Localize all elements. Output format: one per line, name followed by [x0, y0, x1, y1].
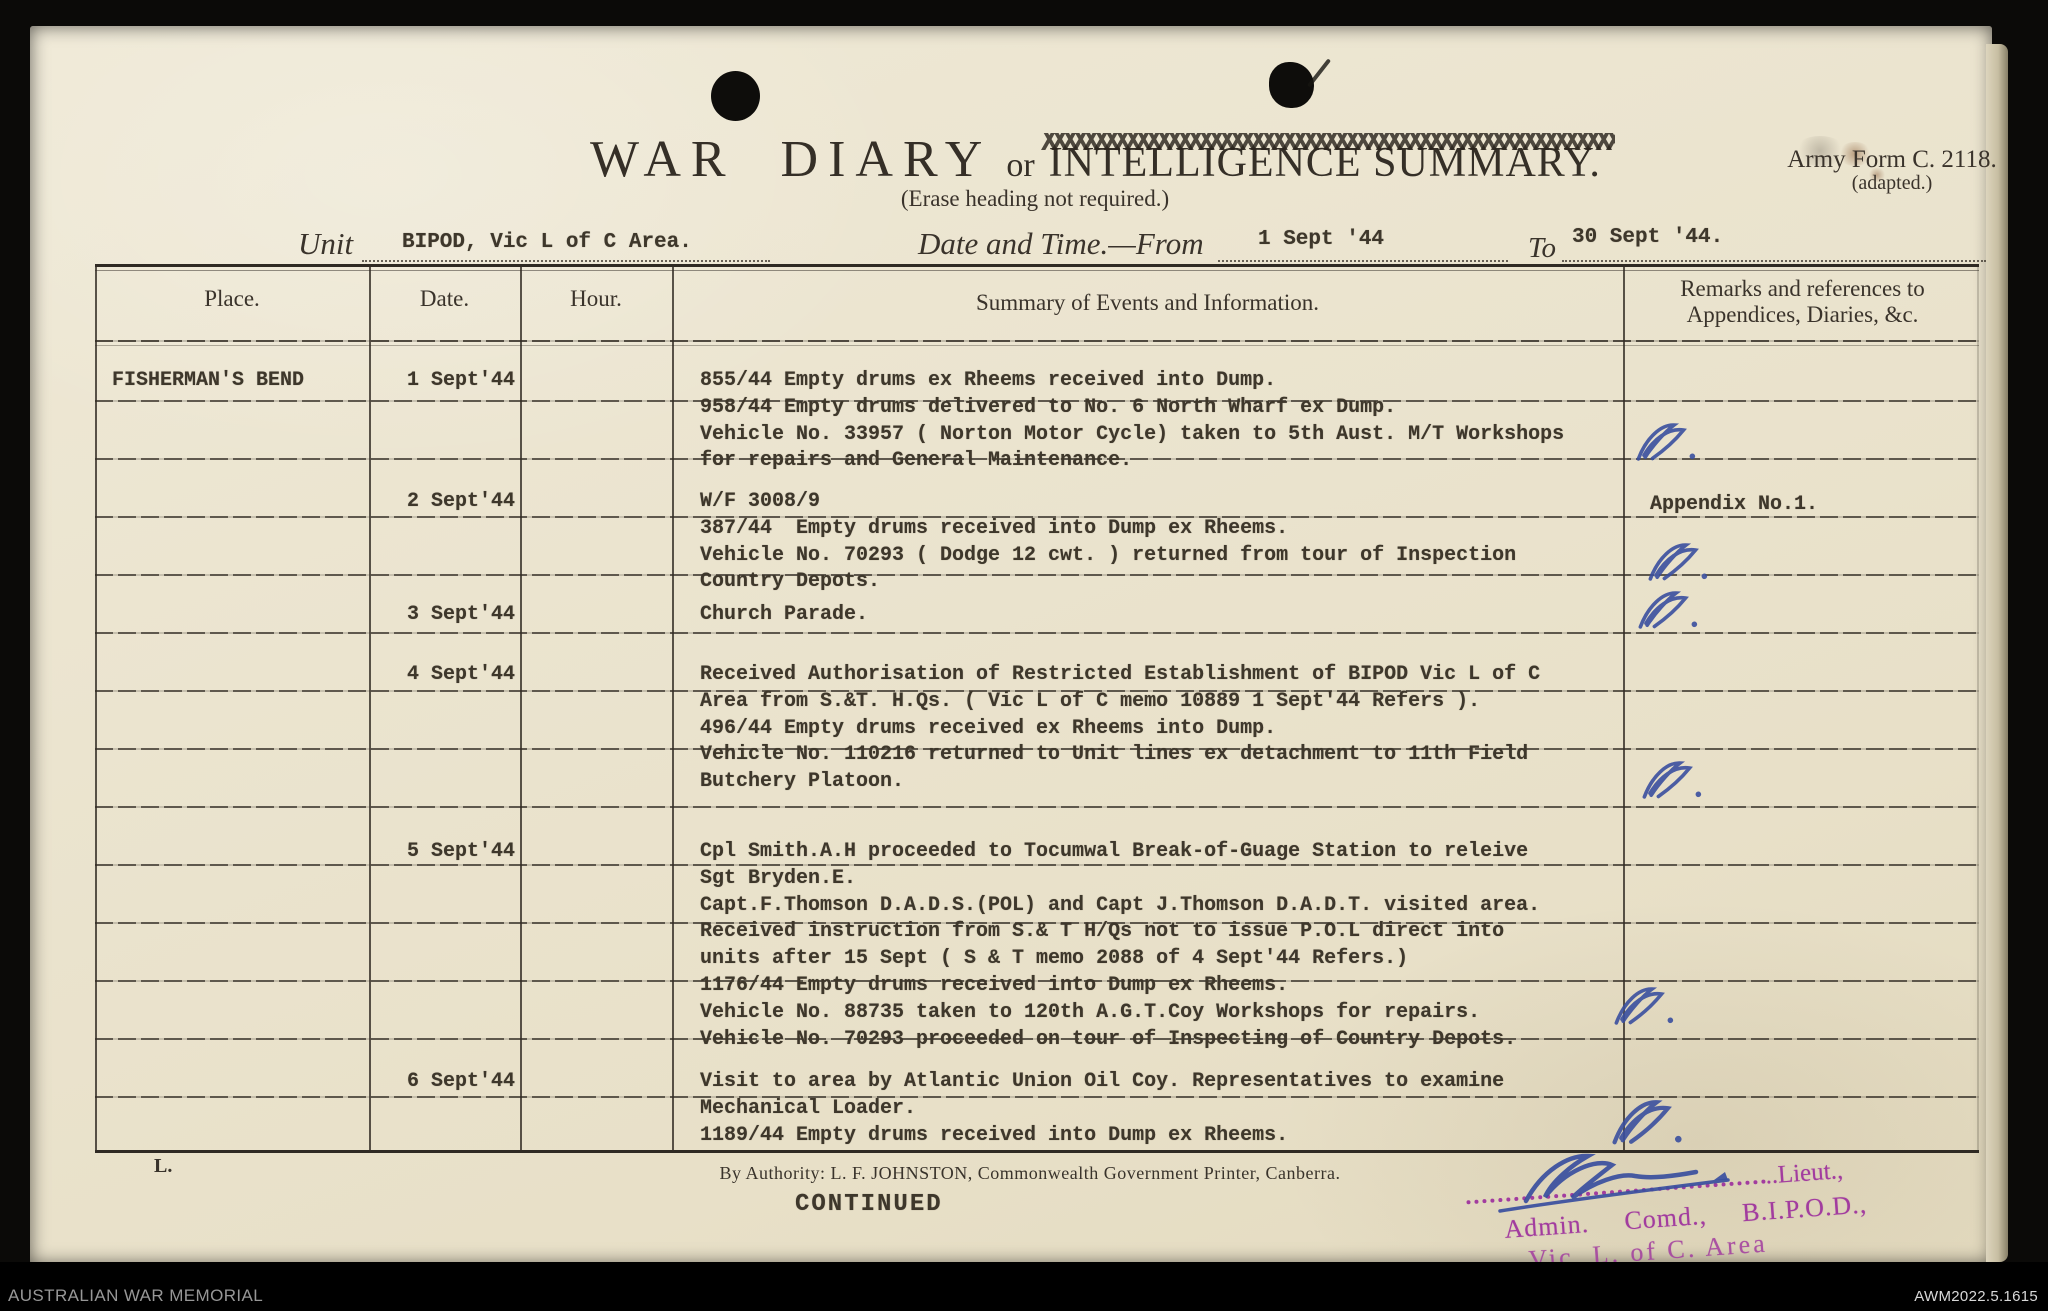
archive-bar: AUSTRALIAN WAR MEMORIAL AWM2022.5.1615	[0, 1262, 2048, 1311]
entry-line: Cpl Smith.A.H proceeded to Tocumwal Brea…	[700, 840, 1529, 863]
col-header-date: Date.	[419, 286, 470, 311]
ruled-line	[95, 806, 1979, 808]
entry-line: Vehicle No. 33957 ( Norton Motor Cycle) …	[700, 422, 1565, 446]
ruled-line	[95, 632, 1979, 634]
officer-signature	[1488, 1145, 1828, 1235]
entry-place: FISHERMAN'S BEND	[112, 369, 305, 392]
ruled-line	[95, 574, 1979, 576]
entry-remark: Appendix No.1.	[1650, 493, 1819, 516]
date-time-label: Date and Time.—From	[918, 226, 1204, 261]
form-title: WAR DIARY or INTELLIGENCE SUMMARY. XXXXX…	[590, 130, 1615, 189]
column-divider	[369, 264, 371, 1151]
header-separator-inner	[95, 345, 1979, 346]
entry-line: 1176/44 Empty drums received into Dump e…	[700, 974, 1289, 997]
entry-line: Mechanical Loader.	[700, 1096, 917, 1120]
ink-initials	[1632, 747, 1721, 809]
table-top-border	[95, 264, 1979, 267]
awm-id: AWM2022.5.1615	[1914, 1288, 2038, 1305]
entry-line: 958/44 Empty drums delivered to No. 6 No…	[700, 395, 1397, 419]
entry-line: Area from S.&T. H.Qs. ( Vic L of C memo …	[700, 689, 1481, 713]
entry-line: W/F 3008/9	[700, 490, 821, 513]
ruled-line	[95, 864, 1979, 866]
unit-dotted-rule	[362, 260, 770, 262]
punch-hole-left	[711, 71, 760, 121]
punch-hole-right	[1269, 62, 1314, 108]
awm-credit: AUSTRALIAN WAR MEMORIAL	[8, 1286, 264, 1305]
erase-heading-note: (Erase heading not required.)	[900, 186, 1170, 211]
ink-initials	[1638, 529, 1727, 591]
entry-line: Visit to area by Atlantic Union Oil Coy.…	[700, 1070, 1505, 1093]
ruled-line	[95, 1038, 1979, 1040]
entry-line: 1189/44 Empty drums received into Dump e…	[700, 1123, 1289, 1147]
ink-initials	[1626, 409, 1715, 471]
paper-edge-curl	[1986, 44, 2008, 1262]
ruled-line	[95, 748, 1979, 750]
entry-date: 5 Sept'44	[407, 840, 516, 863]
entry-line: Sgt Bryden.E.	[700, 866, 857, 890]
entry-line: Country Depots.	[700, 570, 881, 594]
entry-line: 387/44 Empty drums received into Dump ex…	[700, 516, 1289, 540]
unit-label: Unit	[298, 226, 354, 261]
entry-date: 1 Sept'44	[407, 369, 516, 392]
ink-initials	[1628, 577, 1717, 639]
unit-value: BIPOD, Vic L of C Area.	[402, 231, 692, 254]
ink-initials	[1600, 1084, 1705, 1158]
entry-line: units after 15 Sept ( S & T memo 2088 of…	[700, 947, 1409, 971]
entry-line: Church Parade.	[700, 603, 869, 626]
war-diary-page	[30, 26, 1992, 1264]
ruled-line	[95, 400, 1979, 402]
entry-line: 855/44 Empty drums ex Rheems received in…	[700, 369, 1277, 392]
entry-line: Vehicle No. 70293 proceeded on tour of I…	[700, 1027, 1517, 1051]
entry-date: 6 Sept'44	[407, 1070, 516, 1093]
column-divider	[1623, 264, 1625, 1151]
entry-line: Vehicle No. 70293 ( Dodge 12 cwt. ) retu…	[700, 543, 1517, 567]
table-right-edge	[1977, 264, 1979, 1151]
title-intelligence-summary: INTELLIGENCE SUMMARY. XXXXXXXXXXXXXXXXXX…	[1041, 133, 1615, 187]
ruled-line	[95, 458, 1979, 460]
column-divider	[95, 264, 97, 1151]
continued-note: CONTINUED	[795, 1191, 943, 1218]
from-dotted-rule	[1218, 260, 1508, 262]
entry-line: Vehicle No. 88735 taken to 120th A.G.T.C…	[700, 1000, 1481, 1024]
ink-initials	[1604, 973, 1693, 1035]
to-value: 30 Sept '44.	[1572, 226, 1724, 249]
header-separator	[95, 340, 1979, 342]
entry-line: 496/44 Empty drums received ex Rheems in…	[700, 716, 1277, 740]
col-header-hour: Hour.	[570, 286, 622, 311]
ruled-line	[95, 516, 1979, 518]
entry-date: 2 Sept'44	[407, 490, 516, 513]
title-war-diary: WAR DIARY	[590, 131, 993, 188]
to-dotted-rule	[1562, 260, 1986, 262]
army-form-number: Army Form C. 2118. (adapted.)	[1787, 146, 1997, 194]
column-divider	[520, 264, 522, 1151]
title-or: or	[1006, 147, 1035, 184]
col-header-place: Place.	[204, 286, 260, 311]
entry-line: Received instruction from S.& T H/Qs not…	[700, 920, 1505, 944]
plate-mark: L.	[154, 1155, 173, 1177]
entry-line: Capt.F.Thomson D.A.D.S.(POL) and Capt J.…	[700, 893, 1541, 917]
entry-date: 4 Sept'44	[407, 663, 516, 686]
col-header-summary: Summary of Events and Information.	[975, 290, 1319, 315]
entry-date: 3 Sept'44	[407, 603, 516, 626]
to-label: To	[1528, 232, 1556, 264]
col-header-remarks: Remarks and references to Appendices, Di…	[1680, 276, 1925, 327]
column-divider	[672, 264, 674, 1151]
table-bottom-border	[95, 1150, 1979, 1153]
authority-footer: By Authority: L. F. JOHNSTON, Commonweal…	[719, 1163, 1341, 1183]
ruled-line	[95, 1096, 1979, 1098]
entry-line: Butchery Platoon.	[700, 770, 905, 794]
ruled-line	[95, 922, 1979, 924]
ruled-line	[95, 980, 1979, 982]
entry-line: Vehicle No. 110216 returned to Unit line…	[700, 743, 1529, 767]
ruled-line	[95, 690, 1979, 692]
from-value: 1 Sept '44	[1258, 228, 1385, 251]
entry-line: for repairs and General Maintenance.	[700, 449, 1133, 473]
entry-line: Received Authorisation of Restricted Est…	[700, 663, 1541, 686]
table-top-border-inner	[95, 270, 1979, 271]
